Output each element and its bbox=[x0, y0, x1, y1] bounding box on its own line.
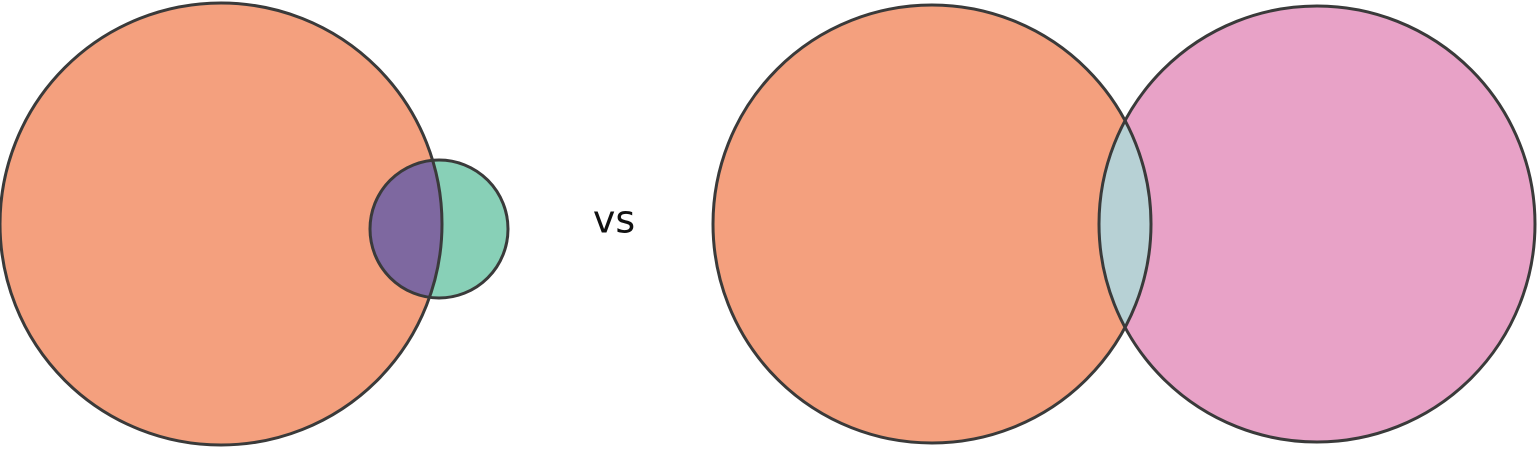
right-venn-left-circle bbox=[713, 5, 1151, 443]
left-venn-overlap-region bbox=[370, 160, 442, 298]
right-venn-diagram bbox=[711, 3, 1537, 445]
vs-label: vs bbox=[593, 198, 635, 242]
left-venn-small-outline bbox=[368, 158, 510, 300]
left-venn-large-outline bbox=[0, 1, 444, 447]
right-venn-left-outline bbox=[711, 3, 1153, 445]
left-venn-diagram bbox=[0, 1, 510, 447]
right-venn-right-circle bbox=[1099, 6, 1535, 442]
left-venn-large-circle bbox=[0, 3, 442, 445]
right-venn-right-outline bbox=[1097, 4, 1537, 444]
